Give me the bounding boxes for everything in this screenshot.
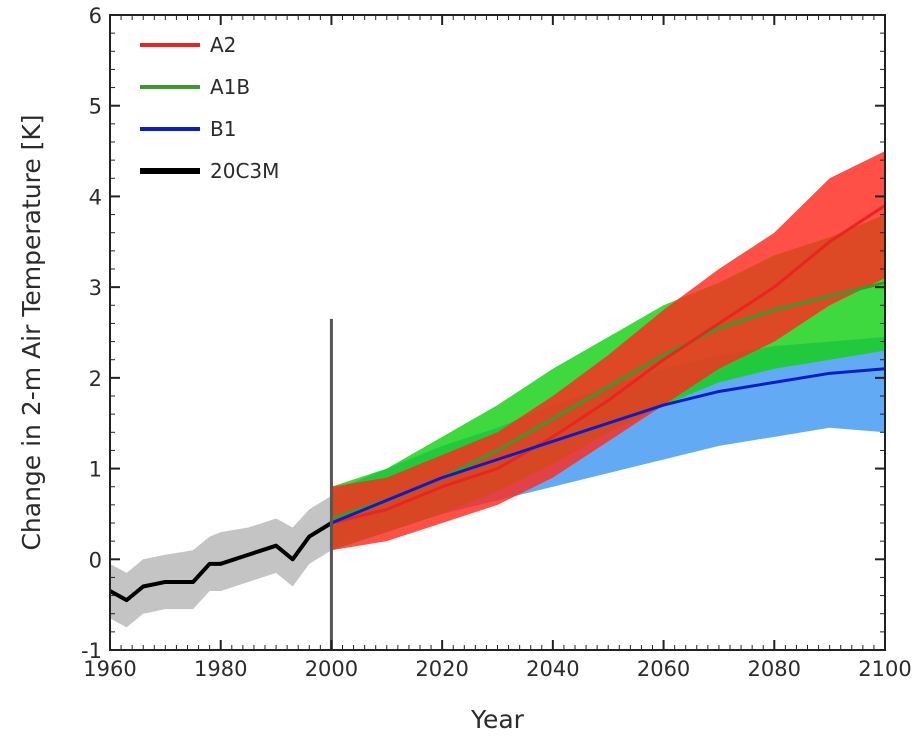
axis-ticks [109, 14, 886, 651]
legend: A2 A1B B1 20C3M [140, 33, 279, 183]
x-tick-label: 1960 [83, 657, 136, 681]
legend-label-a1b: A1B [210, 75, 250, 99]
line-b1 [330, 367, 886, 525]
y-tick-label: 6 [89, 4, 102, 28]
band-20c3m [110, 495, 332, 628]
y-tick-label: 5 [89, 95, 102, 119]
x-tick-label: 2020 [415, 657, 468, 681]
x-tick-label: 2080 [748, 657, 801, 681]
line-a2 [331, 204, 886, 525]
y-tick-label: 2 [89, 367, 102, 391]
x-tick-label: 2040 [526, 657, 579, 681]
x-tick-label: 2000 [305, 657, 358, 681]
y-tick-label: 3 [89, 276, 102, 300]
y-tick-label: 1 [89, 458, 102, 482]
legend-label-20c3m: 20C3M [210, 159, 279, 183]
x-tick-label: 2060 [637, 657, 690, 681]
y-tick-label: 0 [89, 548, 102, 572]
series-lines [109, 204, 886, 603]
y-tick-labels: -1 0 1 2 3 4 5 6 [81, 4, 102, 663]
x-tick-label: 2100 [858, 657, 911, 681]
y-tick-label: -1 [81, 639, 102, 663]
x-axis-label: Year [470, 705, 525, 734]
uncertainty-bands [110, 151, 885, 628]
x-tick-label: 1980 [194, 657, 247, 681]
legend-label-a2: A2 [210, 33, 236, 57]
y-axis-label: Change in 2-m Air Temperature [K] [17, 114, 46, 550]
y-tick-label: 4 [89, 185, 102, 209]
x-tick-labels: 1960 1980 2000 2020 2040 2060 2080 2100 [83, 657, 911, 681]
legend-label-b1: B1 [210, 117, 236, 141]
line-20c3m [109, 521, 333, 603]
band-a2 [331, 151, 885, 551]
